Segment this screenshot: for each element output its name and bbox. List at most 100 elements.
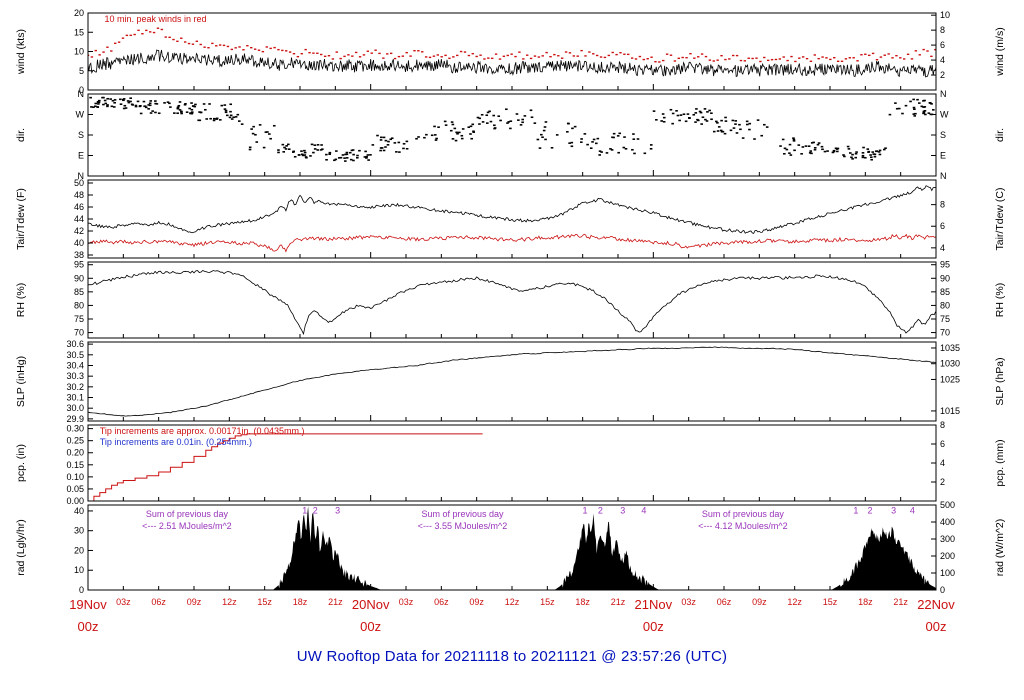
svg-text:00z: 00z (643, 619, 664, 634)
svg-text:8: 8 (940, 420, 945, 430)
svg-text:2: 2 (598, 506, 603, 516)
svg-text:1: 1 (853, 506, 858, 516)
svg-text:0.20: 0.20 (66, 448, 84, 458)
svg-text:RH (%): RH (%) (15, 283, 27, 317)
chart-title: UW Rooftop Data for 20211118 to 20211121… (296, 648, 728, 665)
svg-text:pcp. (in): pcp. (in) (15, 444, 27, 482)
x-axis-labels: 03z 06z 09z 12z 15z 18z 21z 03z 06z 09z 12z 15z 18z 2… (69, 597, 955, 634)
svg-text:1: 1 (583, 506, 588, 516)
svg-text:10: 10 (940, 10, 950, 20)
svg-text:70: 70 (74, 328, 84, 338)
svg-text:10: 10 (74, 47, 84, 57)
svg-text:40: 40 (74, 506, 84, 516)
svg-text:42: 42 (74, 226, 84, 236)
svg-text:2: 2 (313, 506, 318, 516)
svg-text:90: 90 (74, 273, 84, 283)
svg-text:Sum of previous day: Sum of previous day (702, 509, 785, 519)
svg-text:09z: 09z (752, 597, 767, 607)
svg-text:15z: 15z (257, 597, 272, 607)
svg-text:30.6: 30.6 (66, 339, 84, 349)
svg-text:N: N (940, 171, 947, 181)
svg-text:75: 75 (940, 314, 950, 324)
svg-text:5: 5 (79, 66, 84, 76)
svg-text:Sum of previous day: Sum of previous day (422, 509, 505, 519)
svg-text:44: 44 (74, 214, 84, 224)
svg-text:wind (kts): wind (kts) (15, 29, 27, 75)
svg-text:09z: 09z (469, 597, 484, 607)
svg-text:12z: 12z (787, 597, 802, 607)
svg-text:SLP (inHg): SLP (inHg) (15, 356, 27, 407)
svg-text:1015: 1015 (940, 406, 960, 416)
svg-text:300: 300 (940, 534, 955, 544)
svg-text:06z: 06z (717, 597, 732, 607)
svg-text:4: 4 (641, 506, 646, 516)
svg-text:20: 20 (74, 545, 84, 555)
svg-text:500: 500 (940, 500, 955, 510)
svg-text:29.9: 29.9 (66, 414, 84, 424)
panel-rh: 70 75 80 85 90 95 70 75 80 85 90 95 RH (%) RH (%) (15, 260, 1006, 339)
svg-text:3: 3 (620, 506, 625, 516)
svg-text:19Nov: 19Nov (69, 597, 107, 612)
svg-text:85: 85 (940, 287, 950, 297)
svg-text:21z: 21z (893, 597, 908, 607)
svg-text:S: S (940, 130, 946, 140)
svg-text:400: 400 (940, 517, 955, 527)
svg-text:RH (%): RH (%) (994, 283, 1006, 317)
svg-text:20Nov: 20Nov (352, 597, 390, 612)
svg-text:21z: 21z (328, 597, 343, 607)
svg-text:rad (W/m^2): rad (W/m^2) (994, 519, 1006, 576)
svg-text:0.05: 0.05 (66, 484, 84, 494)
svg-text:30.1: 30.1 (66, 393, 84, 403)
svg-text:<--- 4.12 MJoules/m^2: <--- 4.12 MJoules/m^2 (698, 521, 788, 531)
svg-text:30.5: 30.5 (66, 350, 84, 360)
svg-text:03z: 03z (681, 597, 696, 607)
panel-slp: 29.930.030.130.230.330.430.530.6 1015 1025… (15, 339, 1006, 424)
svg-text:3: 3 (891, 506, 896, 516)
svg-text:Tip increments are approx. 0.0: Tip increments are approx. 0.00171in. (0… (100, 426, 305, 436)
svg-text:95: 95 (74, 260, 84, 270)
svg-text:46: 46 (74, 202, 84, 212)
svg-text:100: 100 (940, 568, 955, 578)
svg-text:0.00: 0.00 (66, 496, 84, 506)
svg-text:0.10: 0.10 (66, 472, 84, 482)
svg-text:6: 6 (940, 439, 945, 449)
svg-text:0: 0 (79, 85, 84, 95)
svg-text:50: 50 (74, 178, 84, 188)
svg-text:Tair/Tdew (F): Tair/Tdew (F) (15, 188, 27, 250)
svg-text:30.4: 30.4 (66, 360, 84, 370)
svg-text:03z: 03z (399, 597, 414, 607)
svg-text:12z: 12z (222, 597, 237, 607)
svg-text:Tair/Tdew (C): Tair/Tdew (C) (994, 187, 1006, 250)
svg-text:30.2: 30.2 (66, 382, 84, 392)
svg-text:21z: 21z (611, 597, 626, 607)
svg-text:90: 90 (940, 273, 950, 283)
svg-text:<--- 3.55 MJoules/m^2: <--- 3.55 MJoules/m^2 (418, 521, 508, 531)
svg-text:<--- 2.51 MJoules/m^2: <--- 2.51 MJoules/m^2 (142, 521, 232, 531)
svg-text:1025: 1025 (940, 374, 960, 384)
svg-text:0.25: 0.25 (66, 436, 84, 446)
svg-text:3: 3 (335, 506, 340, 516)
svg-text:2: 2 (868, 506, 873, 516)
svg-text:70: 70 (940, 328, 950, 338)
svg-text:rad (Lgly/hr): rad (Lgly/hr) (15, 519, 27, 576)
svg-text:12z: 12z (505, 597, 520, 607)
svg-text:E: E (78, 151, 84, 161)
svg-text:2: 2 (940, 70, 945, 80)
panel-wind: 0 5 10 15 20 2 4 6 8 10 wind (kts) wind (m/s) 10 min… (15, 8, 1006, 95)
svg-text:W: W (76, 110, 85, 120)
svg-text:2: 2 (940, 477, 945, 487)
svg-text:30: 30 (74, 526, 84, 536)
svg-text:6: 6 (940, 221, 945, 231)
svg-text:4: 4 (940, 243, 945, 253)
svg-text:wind (m/s): wind (m/s) (994, 27, 1006, 76)
svg-text:15z: 15z (823, 597, 838, 607)
svg-text:00z: 00z (78, 619, 99, 634)
svg-text:18z: 18z (575, 597, 590, 607)
svg-text:00z: 00z (360, 619, 381, 634)
svg-text:6: 6 (940, 40, 945, 50)
svg-text:Tip increments are 0.01in. (0.: Tip increments are 0.01in. (0.254mm.) (100, 437, 252, 447)
